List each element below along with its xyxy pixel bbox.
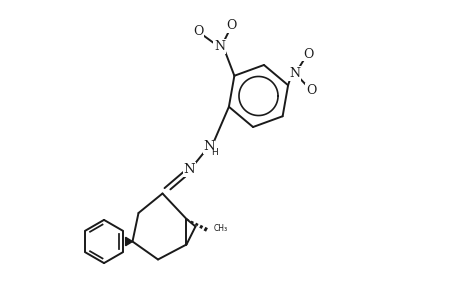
Text: O: O [226,19,236,32]
Text: O: O [305,83,315,97]
Text: N: N [213,40,224,53]
Text: CH₃: CH₃ [213,224,227,233]
Text: N: N [203,140,214,154]
Text: N: N [183,163,195,176]
Text: N: N [288,67,299,80]
Text: O: O [193,25,203,38]
Text: H: H [211,148,217,157]
Polygon shape [125,237,132,246]
Text: O: O [302,47,313,61]
